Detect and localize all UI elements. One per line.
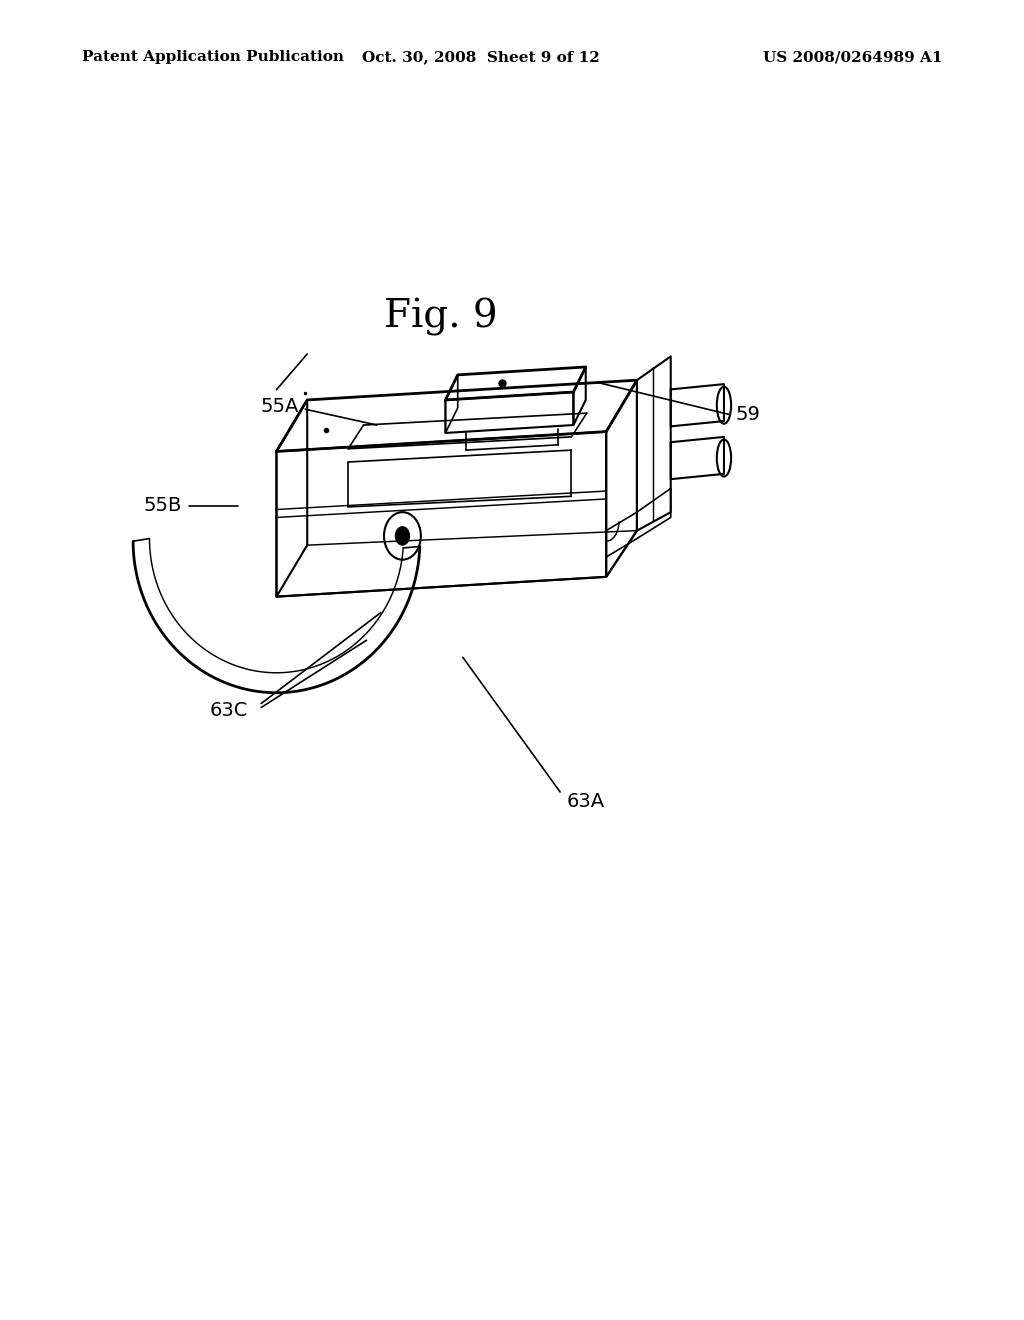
Text: Fig. 9: Fig. 9 — [384, 298, 497, 335]
Circle shape — [395, 527, 410, 545]
Text: Patent Application Publication: Patent Application Publication — [82, 50, 344, 65]
Text: Oct. 30, 2008  Sheet 9 of 12: Oct. 30, 2008 Sheet 9 of 12 — [362, 50, 600, 65]
Text: 63C: 63C — [210, 701, 248, 719]
Text: 55A: 55A — [261, 397, 299, 416]
Text: 63A: 63A — [566, 792, 604, 810]
Text: US 2008/0264989 A1: US 2008/0264989 A1 — [763, 50, 942, 65]
Text: 59: 59 — [735, 405, 760, 424]
Text: 55B: 55B — [144, 496, 182, 515]
